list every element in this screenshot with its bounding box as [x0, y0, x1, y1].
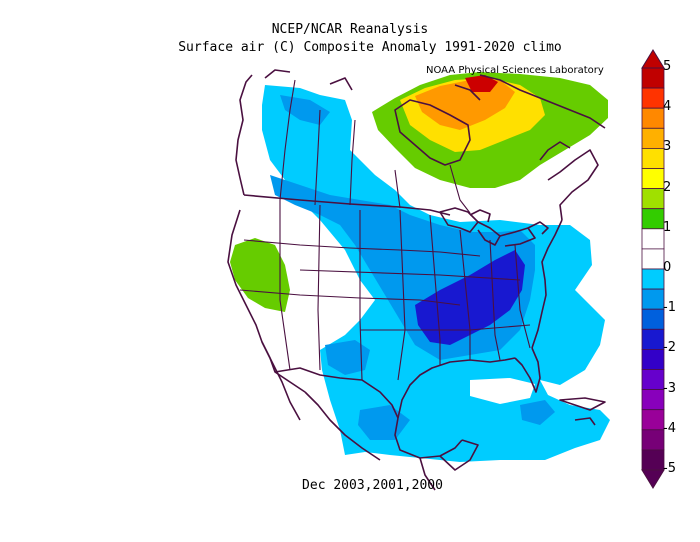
colorbar — [641, 49, 665, 489]
colorbar-cell — [641, 268, 665, 290]
colorbar-tick-label: 0 — [663, 260, 672, 275]
colorbar-tick-label: -1 — [663, 300, 676, 316]
colorbar-cell — [641, 389, 665, 411]
colorbar-cell — [641, 127, 665, 149]
colorbar-cell — [641, 67, 665, 89]
very-cold-anomaly-region — [415, 250, 525, 345]
map-subtitle: Surface air (C) Composite Anomaly 1991-2… — [178, 40, 562, 55]
neutral-ocean-patch — [470, 378, 535, 404]
colorbar-cell — [641, 228, 665, 250]
colorbar-cells — [641, 67, 665, 471]
colorbar-cell — [641, 409, 665, 431]
colorbar-tick-label: 2 — [663, 179, 672, 195]
colorbar-cell — [641, 248, 665, 270]
colorbar-tick-label: 3 — [663, 139, 672, 155]
colorbar-cell — [641, 148, 665, 169]
colorbar-tick-label: 4 — [663, 99, 672, 115]
colorbar-cell — [641, 429, 665, 451]
strong-warm-anomaly-region — [415, 80, 515, 130]
colorbar-cell — [641, 87, 665, 109]
state-boundaries — [239, 200, 531, 381]
colorbar-tick-label: -2 — [663, 340, 676, 356]
colorbar-tick-label: 5 — [663, 59, 672, 74]
colorbar-cell — [641, 348, 665, 370]
colorbar-cell — [641, 188, 665, 210]
colorbar-cell — [641, 449, 665, 471]
colorbar-cell — [641, 369, 665, 391]
province-boundaries — [279, 79, 471, 214]
colorbar-cell — [641, 288, 665, 310]
colorbar-bottom-arrow — [641, 469, 665, 489]
colorbar-cell — [641, 208, 665, 230]
colorbar-tick-label: -5 — [663, 461, 676, 476]
extreme-warm-anomaly-region — [465, 75, 498, 92]
colorbar-cell — [641, 168, 665, 190]
colorbar-cell — [641, 107, 665, 129]
political-boundaries — [227, 69, 606, 491]
map-title: NCEP/NCAR Reanalysis — [271, 22, 429, 37]
colorbar-tick-label: -4 — [663, 420, 676, 436]
colorbar-top-arrow — [641, 49, 665, 69]
colorbar-cell — [641, 308, 665, 330]
colorbar-tick-label: -3 — [663, 380, 676, 396]
credit-label: NOAA Physical Sciences Laboratory — [426, 65, 604, 76]
colorbar-cell — [641, 328, 665, 350]
date-label: Dec 2003,2001,2000 — [302, 478, 443, 493]
colorbar-tick-label: 1 — [663, 219, 672, 235]
